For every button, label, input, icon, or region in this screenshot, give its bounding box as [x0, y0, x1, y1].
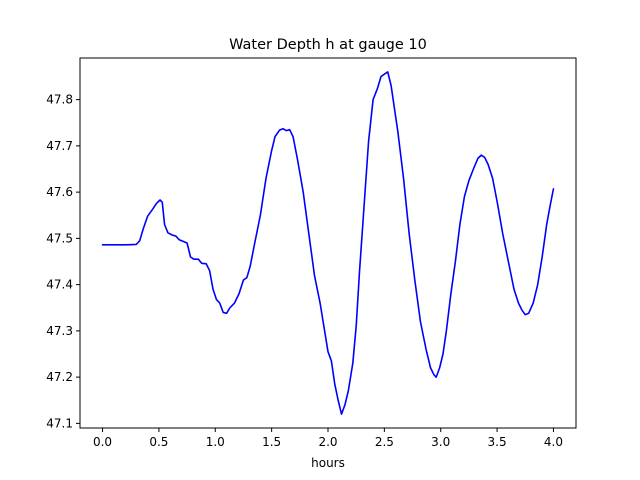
chart-title: Water Depth h at gauge 10 — [229, 37, 427, 53]
y-tick-label: 47.3 — [46, 324, 73, 338]
x-tick-label: 0.5 — [149, 435, 168, 449]
y-tick-label: 47.1 — [46, 416, 73, 430]
series-line — [101, 71, 555, 415]
x-axis-title: hours — [311, 456, 345, 470]
x-tick-label: 1.0 — [206, 435, 225, 449]
y-tick-label: 47.5 — [46, 231, 73, 245]
y-tick-label: 47.7 — [46, 139, 73, 153]
y-tick-label: 47.8 — [46, 93, 73, 107]
x-tick-label: 2.0 — [318, 435, 337, 449]
x-tick-label: 4.0 — [544, 435, 563, 449]
x-tick-label: 3.0 — [431, 435, 450, 449]
y-axis: 47.1 47.2 47.3 47.4 47.5 47.6 47.7 47.8 — [46, 93, 80, 430]
x-tick-label: 2.5 — [375, 435, 394, 449]
y-tick-label: 47.4 — [46, 278, 73, 292]
y-tick-label: 47.2 — [46, 370, 73, 384]
plot-area — [101, 71, 555, 415]
x-tick-label: 0.0 — [93, 435, 112, 449]
y-tick-label: 47.6 — [46, 185, 73, 199]
x-tick-label: 1.5 — [262, 435, 281, 449]
x-axis: 0.0 0.5 1.0 1.5 2.0 2.5 3.0 3.5 4.0 — [93, 428, 563, 449]
x-tick-label: 3.5 — [488, 435, 507, 449]
